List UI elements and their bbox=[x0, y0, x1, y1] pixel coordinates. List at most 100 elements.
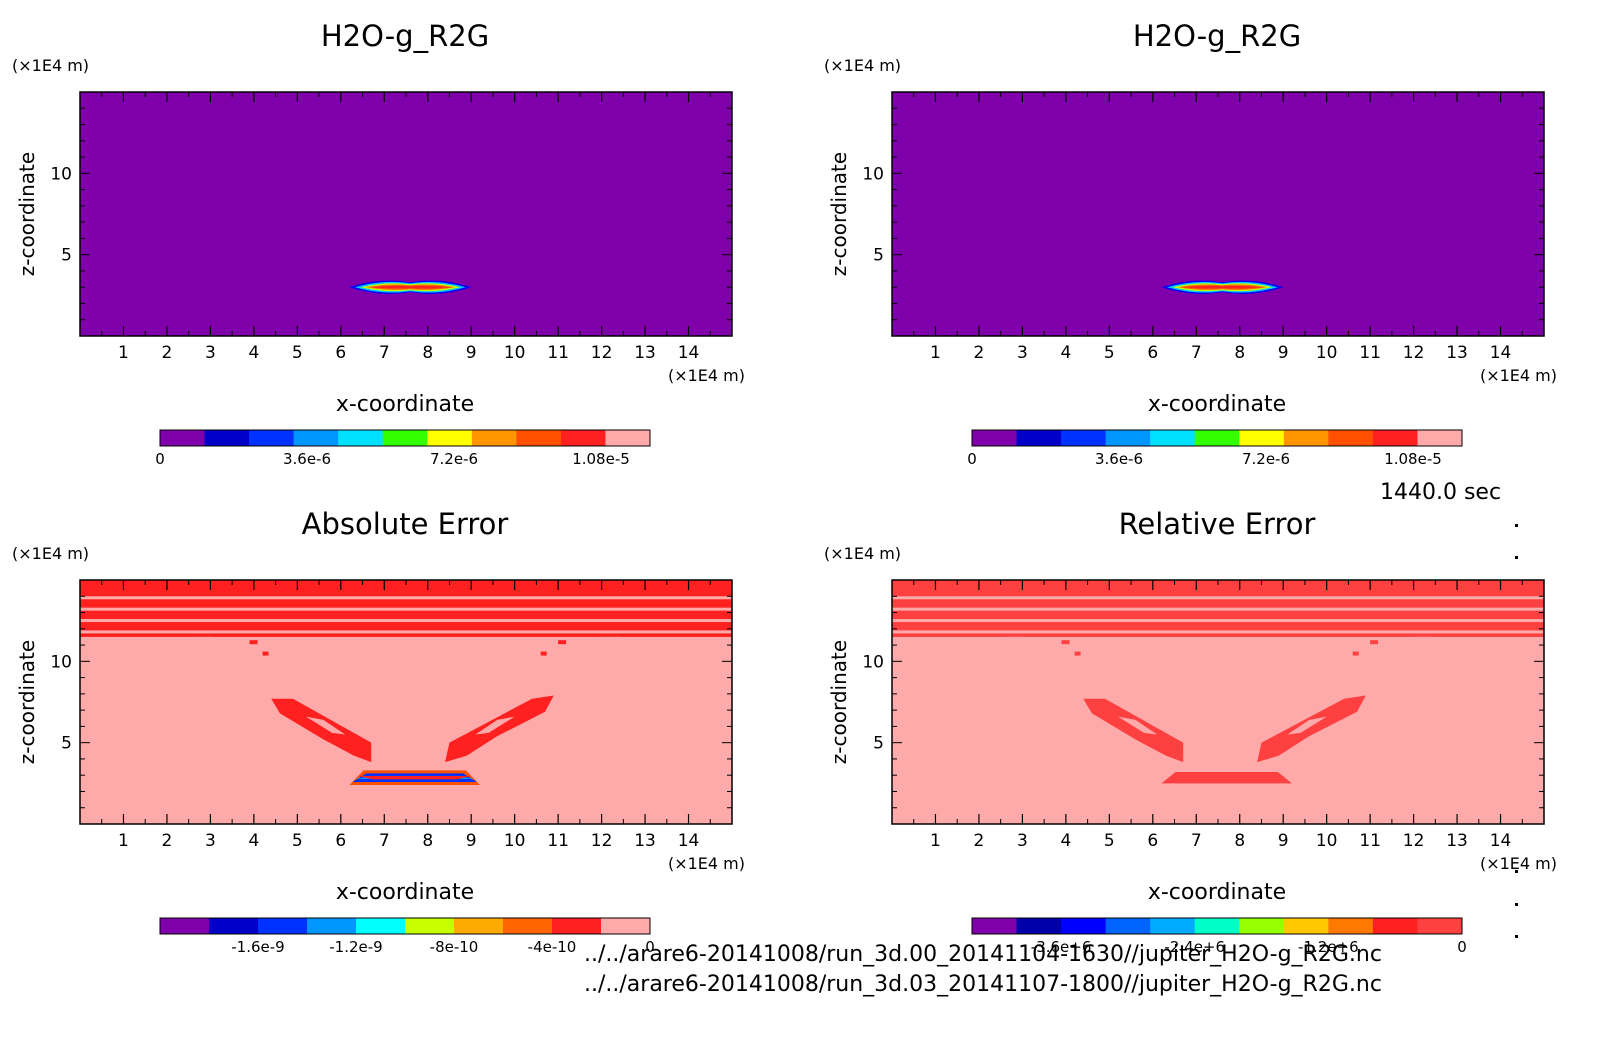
colorbar-swatch bbox=[552, 918, 602, 934]
x-tick-label: 10 bbox=[504, 343, 526, 363]
x-tick-label: 9 bbox=[1278, 343, 1289, 363]
x-tick-label: 11 bbox=[547, 343, 569, 363]
y-tick-label: 5 bbox=[61, 734, 72, 754]
colorbar-swatch bbox=[307, 918, 357, 934]
colorbar-swatch bbox=[1372, 918, 1418, 934]
y-tick-label: 10 bbox=[862, 652, 884, 672]
x-tick-label: 6 bbox=[1147, 343, 1158, 363]
colorbar-swatch bbox=[560, 430, 606, 446]
field-background bbox=[80, 92, 732, 336]
colorbar-tick-label: 1.08e-5 bbox=[1384, 450, 1442, 468]
x-tick-label: 2 bbox=[162, 831, 173, 851]
x-tick-label: 3 bbox=[1017, 343, 1028, 363]
y-unit-label: (×1E4 m) bbox=[12, 544, 89, 563]
x-tick-label: 4 bbox=[248, 343, 259, 363]
colorbar-tick-label: 7.2e-6 bbox=[1242, 450, 1290, 468]
error-speck bbox=[249, 640, 258, 645]
stripe-gap bbox=[80, 630, 732, 634]
x-tick-label: 11 bbox=[1359, 831, 1381, 851]
margin-dot bbox=[1515, 903, 1518, 906]
y-unit-label: (×1E4 m) bbox=[12, 56, 89, 75]
y-tick-label: 5 bbox=[873, 734, 884, 754]
colorbar-tick-label: 0 bbox=[645, 938, 655, 956]
colorbar-swatch bbox=[356, 918, 406, 934]
colorbar-swatch bbox=[471, 430, 517, 446]
stripe-gap bbox=[892, 607, 1544, 611]
chart-panel: H2O-g_R2G(×1E4 m)(×1E4 m)1 2 3 4 5 6 7 8 9 10 11 12… bbox=[12, 19, 745, 468]
colorbar-swatch bbox=[1328, 918, 1374, 934]
error-speck bbox=[1352, 651, 1359, 656]
colorbar-swatch bbox=[1372, 430, 1418, 446]
x-unit-label: (×1E4 m) bbox=[1480, 366, 1557, 385]
y-tick-label: 5 bbox=[61, 246, 72, 266]
y-axis-label: z-coordinate bbox=[827, 640, 851, 764]
x-tick-label: 2 bbox=[974, 343, 985, 363]
colorbar-swatch bbox=[1061, 430, 1107, 446]
arc-gap bbox=[193, 636, 619, 661]
colorbar-tick-label: 1.08e-5 bbox=[572, 450, 630, 468]
x-tick-label: 1 bbox=[930, 343, 941, 363]
colorbar-tick-label: -1.2e-9 bbox=[329, 938, 382, 956]
error-wing-right bbox=[445, 695, 554, 763]
plot-area bbox=[892, 580, 1544, 824]
wing-gap bbox=[1118, 716, 1158, 735]
colorbar-swatch bbox=[1194, 918, 1240, 934]
error-wing-left bbox=[1083, 698, 1184, 763]
wing-gap bbox=[306, 716, 346, 735]
error-wing-right bbox=[1257, 695, 1366, 763]
chart-title: Relative Error bbox=[1119, 507, 1316, 541]
x-tick-label: 8 bbox=[422, 831, 433, 851]
colorbar-tick-label: 0 bbox=[1457, 938, 1467, 956]
colorbar-tick-label: 3.6e-6 bbox=[1095, 450, 1143, 468]
wing-gap bbox=[475, 716, 515, 735]
x-tick-label: 4 bbox=[248, 831, 259, 851]
colorbar-tick-label: -4e-10 bbox=[528, 938, 577, 956]
colorbar-swatch bbox=[516, 430, 562, 446]
x-axis-label: x-coordinate bbox=[1148, 880, 1286, 905]
colorbar-tick-label: -1.6e-9 bbox=[231, 938, 284, 956]
stripe-gap bbox=[892, 619, 1544, 623]
colorbar-swatch bbox=[1150, 430, 1196, 446]
colorbar-tick-label: 7.2e-6 bbox=[430, 450, 478, 468]
x-tick-label: 13 bbox=[634, 343, 656, 363]
x-axis-label: x-coordinate bbox=[336, 392, 474, 417]
colorbar-swatch bbox=[972, 918, 1018, 934]
colorbar-tick-label: -2.4e+6 bbox=[1164, 938, 1225, 956]
colorbar-frame bbox=[159, 917, 651, 935]
x-tick-label: 11 bbox=[547, 831, 569, 851]
x-tick-label: 6 bbox=[335, 831, 346, 851]
y-axis-label: z-coordinate bbox=[15, 152, 39, 276]
margin-dot bbox=[1515, 556, 1518, 559]
x-axis-label: x-coordinate bbox=[1148, 392, 1286, 417]
colorbar-tick-label: -1.2e+6 bbox=[1298, 938, 1359, 956]
x-tick-label: 1 bbox=[118, 831, 129, 851]
margin-dot bbox=[1515, 524, 1518, 527]
stripe-gap bbox=[892, 596, 1544, 600]
x-tick-label: 3 bbox=[205, 343, 216, 363]
stripe-gap bbox=[80, 596, 732, 600]
x-tick-label: 6 bbox=[335, 343, 346, 363]
x-unit-label: (×1E4 m) bbox=[668, 854, 745, 873]
colorbar-tick-label: -3.6e+6 bbox=[1031, 938, 1092, 956]
colorbar-tick-label: 0 bbox=[967, 450, 977, 468]
x-tick-label: 5 bbox=[292, 343, 303, 363]
colorbar-swatch bbox=[1239, 918, 1285, 934]
chart-panel: H2O-g_R2G(×1E4 m)(×1E4 m)1 2 3 4 5 6 7 8 9 10 11 12… bbox=[824, 19, 1557, 468]
chart-panel: Absolute Error(×1E4 m)(×1E4 m)1 2 3 4 5 6 7 8 9 1… bbox=[12, 507, 745, 956]
x-tick-label: 13 bbox=[1446, 831, 1468, 851]
colorbar-swatch bbox=[382, 430, 428, 446]
colorbar-swatch bbox=[427, 430, 473, 446]
colorbar-swatch bbox=[1283, 430, 1329, 446]
colorbar-swatch bbox=[258, 918, 308, 934]
chart-panel: Relative Error(×1E4 m)(×1E4 m)1 2 3 4 5 6 7 8 9 1… bbox=[824, 507, 1557, 956]
x-tick-label: 7 bbox=[1191, 831, 1202, 851]
x-tick-label: 14 bbox=[678, 831, 700, 851]
colorbar-swatch bbox=[1105, 918, 1151, 934]
x-tick-label: 13 bbox=[1446, 343, 1468, 363]
error-speck bbox=[1061, 640, 1070, 645]
colorbar-swatch bbox=[338, 430, 384, 446]
x-tick-label: 1 bbox=[930, 831, 941, 851]
error-speck bbox=[262, 651, 269, 656]
colorbar-swatch bbox=[454, 918, 504, 934]
